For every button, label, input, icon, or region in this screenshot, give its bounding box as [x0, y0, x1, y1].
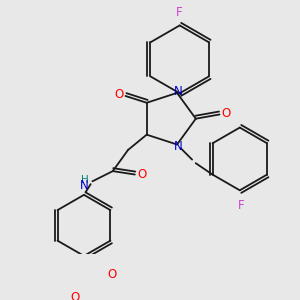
Text: N: N [173, 140, 182, 153]
Text: O: O [107, 268, 117, 281]
Text: N: N [173, 85, 182, 98]
Text: F: F [238, 199, 245, 212]
Text: F: F [176, 6, 183, 19]
Text: N: N [80, 179, 89, 192]
Text: O: O [114, 88, 123, 101]
Text: O: O [222, 107, 231, 120]
Text: O: O [137, 168, 146, 181]
Text: O: O [71, 291, 80, 300]
Text: H: H [81, 175, 89, 184]
